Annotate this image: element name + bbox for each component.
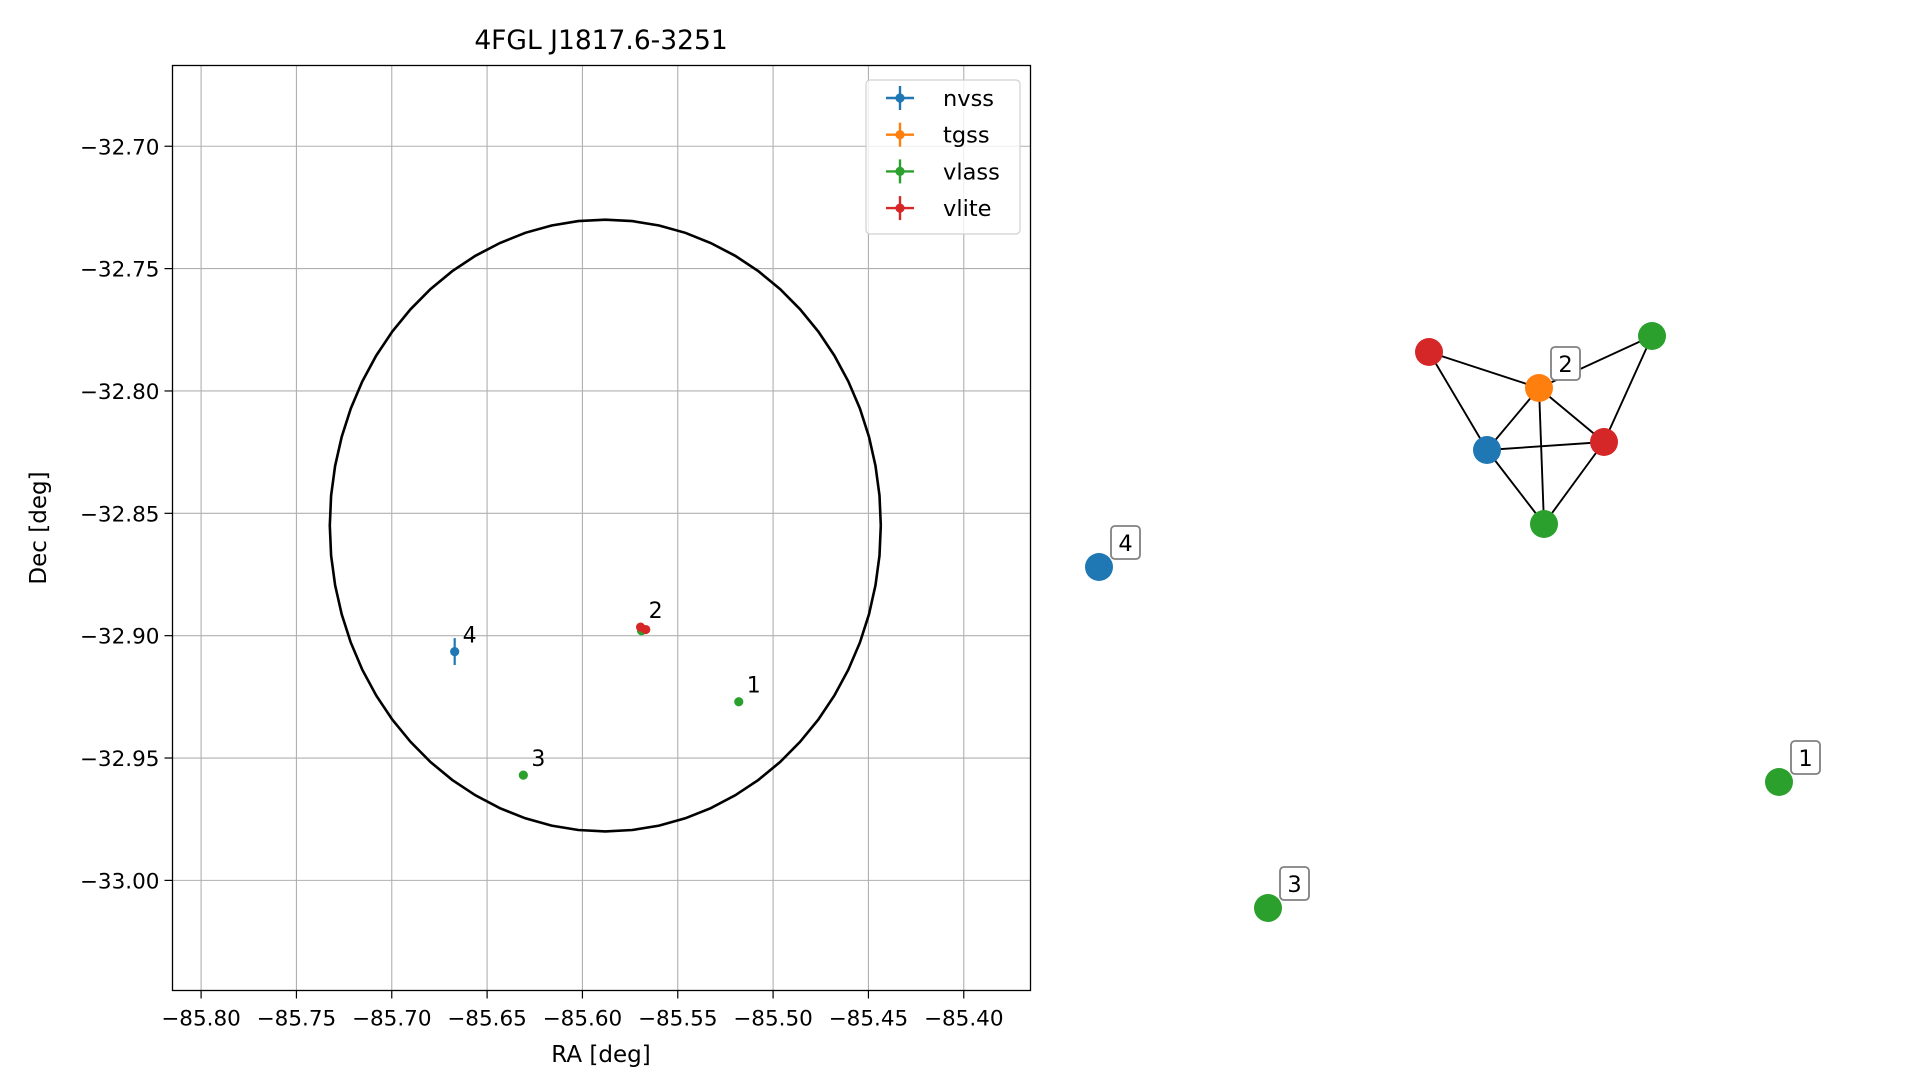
x-axis-label: RA [deg] xyxy=(551,1042,650,1068)
graph-edge xyxy=(1486,441,1605,451)
x-tick-label: −85.80 xyxy=(161,1007,241,1032)
legend-label: vlass xyxy=(943,159,1000,185)
y-tick-label: −33.00 xyxy=(80,869,160,894)
source-label: 2 xyxy=(649,599,663,624)
graph-panel: 2 4 1 3 xyxy=(1085,322,1821,922)
x-tick-label: −85.45 xyxy=(829,1007,909,1032)
scatter-panel: 4FGL J1817.6-3251 4 1 3 2 −85.80 −85.75 −85.7… xyxy=(26,25,1032,1068)
graph-node-label-box xyxy=(1550,346,1581,381)
x-axis-ticks: −85.80 −85.75 −85.70 −85.65 −85.60 −85.55 −85.… xyxy=(161,990,1004,1032)
graph-edge xyxy=(1543,441,1605,525)
x-tick-label: −85.55 xyxy=(638,1007,718,1032)
y-axis-label: Dec [deg] xyxy=(26,471,52,584)
source-label: 4 xyxy=(463,624,477,649)
source-label: 3 xyxy=(531,747,545,772)
legend-marker xyxy=(895,203,905,213)
legend-entries: nvss tgss vlass vlite xyxy=(886,86,1000,222)
graph-edge xyxy=(1428,351,1540,389)
graph-node xyxy=(1638,322,1666,350)
legend-frame xyxy=(865,79,1021,235)
grid-lines xyxy=(172,65,1031,991)
graph-node xyxy=(1415,338,1443,366)
legend-label: tgss xyxy=(943,123,990,149)
graph-node-label-box xyxy=(1279,866,1310,901)
y-tick-label: −32.70 xyxy=(80,135,160,160)
graph-edge xyxy=(1538,387,1545,525)
source-points: 4 1 3 2 xyxy=(450,599,761,780)
graph-node-label: 4 xyxy=(1118,531,1132,557)
x-tick-label: −85.65 xyxy=(447,1007,527,1032)
vlite-point xyxy=(641,624,651,635)
vlass-point xyxy=(734,697,744,707)
legend-marker xyxy=(895,166,905,176)
x-tick-label: −85.40 xyxy=(924,1007,1004,1032)
legend-label: vlite xyxy=(943,196,991,222)
graph-edge xyxy=(1486,449,1545,525)
graph-nodes: 2 4 1 3 xyxy=(1085,322,1821,922)
localization-ellipse-outline xyxy=(328,218,883,833)
graph-node-label: 1 xyxy=(1798,746,1812,772)
y-axis-ticks: −32.70 −32.75 −32.80 −32.85 −32.90 −32.95 −33.… xyxy=(80,135,173,894)
graph-node xyxy=(1254,894,1282,922)
nvss-point xyxy=(450,646,460,657)
legend-label: nvss xyxy=(943,86,994,112)
x-tick-label: −85.75 xyxy=(257,1007,337,1032)
graph-node-label: 2 xyxy=(1558,352,1572,378)
vlass-point xyxy=(518,770,528,780)
graph-edge xyxy=(1603,335,1653,443)
localization-ellipse xyxy=(328,218,883,833)
x-tick-label: −85.70 xyxy=(352,1007,432,1032)
graph-node xyxy=(1473,436,1501,464)
y-tick-label: −32.90 xyxy=(80,625,160,650)
y-tick-label: −32.95 xyxy=(80,747,160,772)
y-tick-label: −32.85 xyxy=(80,502,160,527)
graph-node xyxy=(1085,553,1113,581)
graph-edges xyxy=(1428,335,1653,525)
legend: nvss tgss vlass vlite xyxy=(865,79,1021,235)
graph-edge xyxy=(1538,387,1605,443)
chart-title: 4FGL J1817.6-3251 xyxy=(474,25,727,56)
graph-node xyxy=(1530,510,1558,538)
y-tick-label: −32.80 xyxy=(80,380,160,405)
graph-node xyxy=(1590,428,1618,456)
source-label: 1 xyxy=(747,674,761,699)
graph-node-label-box xyxy=(1110,525,1141,560)
graph-node xyxy=(1765,768,1793,796)
graph-node-label: 3 xyxy=(1287,872,1301,898)
legend-marker xyxy=(895,93,905,103)
graph-node xyxy=(1525,374,1553,402)
plot-frame xyxy=(171,64,1032,992)
graph-node-label-box xyxy=(1790,740,1821,775)
x-tick-label: −85.60 xyxy=(543,1007,623,1032)
graph-edge xyxy=(1428,351,1488,451)
x-tick-label: −85.50 xyxy=(733,1007,813,1032)
y-tick-label: −32.75 xyxy=(80,258,160,283)
legend-marker xyxy=(895,130,905,140)
